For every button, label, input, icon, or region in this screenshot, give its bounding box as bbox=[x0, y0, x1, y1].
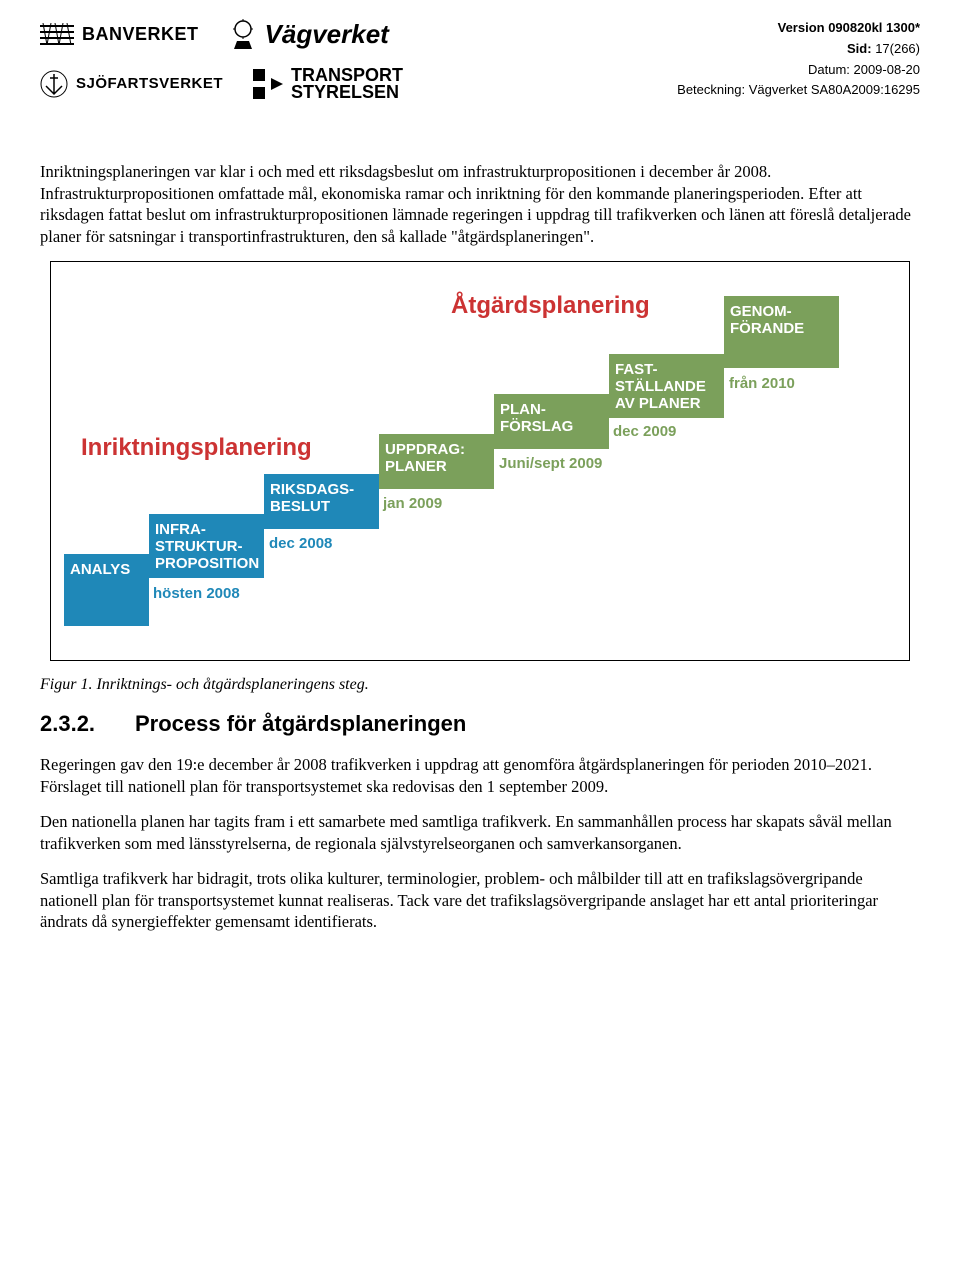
logo-sjofart: SJÖFARTSVERKET bbox=[40, 66, 223, 101]
step-date-genom: från 2010 bbox=[729, 374, 795, 394]
paragraph-2: Regeringen gav den 19:e december år 2008… bbox=[40, 754, 920, 797]
step-genom: GENOM-FÖRANDE bbox=[724, 296, 839, 368]
sjofart-text: SJÖFARTSVERKET bbox=[76, 75, 223, 92]
group-label-atgard: Åtgärdsplanering bbox=[451, 290, 650, 321]
step-riksdag: RIKSDAGS-BESLUT bbox=[264, 474, 379, 529]
banverket-text: BANVERKET bbox=[82, 24, 199, 45]
vagverket-icon bbox=[229, 19, 257, 49]
sid-line: Sid: 17(266) bbox=[677, 39, 920, 60]
paragraph-3: Den nationella planen har tagits fram i … bbox=[40, 811, 920, 854]
logo-vagverket: Vägverket bbox=[229, 18, 389, 50]
step-date-uppdrag: jan 2009 bbox=[383, 494, 442, 514]
step-uppdrag: UPPDRAG:PLANER bbox=[379, 434, 494, 489]
logo-banverket: BANVERKET bbox=[40, 18, 199, 50]
step-date-riksdag: dec 2008 bbox=[269, 534, 332, 554]
step-analys: ANALYS bbox=[64, 554, 149, 626]
datum-line: Datum: 2009-08-20 bbox=[677, 60, 920, 81]
step-date-fast: dec 2009 bbox=[613, 422, 676, 442]
logo-transport: TRANSPORTSTYRELSEN bbox=[253, 66, 403, 101]
section-number: 2.3.2. bbox=[40, 710, 135, 739]
step-fast: FAST-STÄLLANDEAV PLANER bbox=[609, 354, 724, 418]
figure-stair-diagram: Inriktningsplanering Åtgärdsplanering ANAL… bbox=[50, 261, 910, 661]
page-content: Inriktningsplaneringen var klar i och me… bbox=[40, 161, 920, 932]
transport-text: TRANSPORTSTYRELSEN bbox=[291, 67, 403, 101]
paragraph-4: Samtliga trafikverk har bidragit, trots … bbox=[40, 868, 920, 932]
sjofart-icon bbox=[40, 70, 68, 98]
transport-icon bbox=[253, 69, 283, 99]
step-infra: INFRA-STRUKTUR-PROPOSITION bbox=[149, 514, 264, 578]
paragraph-1: Inriktningsplaneringen var klar i och me… bbox=[40, 161, 920, 247]
banverket-icon bbox=[40, 23, 74, 45]
logo-cluster: BANVERKET Vägverket SJÖFARTSVERKET TRANS… bbox=[40, 18, 480, 101]
figure-caption: Figur 1. Inriktnings- och åtgärdsplaneri… bbox=[40, 675, 920, 696]
page-header: BANVERKET Vägverket SJÖFARTSVERKET TRANS… bbox=[40, 18, 920, 101]
step-forslag: PLAN-FÖRSLAG bbox=[494, 394, 609, 449]
vagverket-text: Vägverket bbox=[265, 19, 389, 50]
section-title: Process för åtgärdsplaneringen bbox=[135, 711, 466, 736]
version-line: Version 090820kl 1300* bbox=[677, 18, 920, 39]
section-heading: 2.3.2.Process för åtgärdsplaneringen bbox=[40, 710, 920, 739]
step-date-forslag: Juni/sept 2009 bbox=[499, 454, 602, 474]
header-metadata: Version 090820kl 1300* Sid: 17(266) Datu… bbox=[677, 18, 920, 101]
step-date-infra: hösten 2008 bbox=[153, 584, 240, 604]
group-label-inriktning: Inriktningsplanering bbox=[81, 432, 312, 463]
beteckning-line: Beteckning: Vägverket SA80A2009:16295 bbox=[677, 80, 920, 101]
